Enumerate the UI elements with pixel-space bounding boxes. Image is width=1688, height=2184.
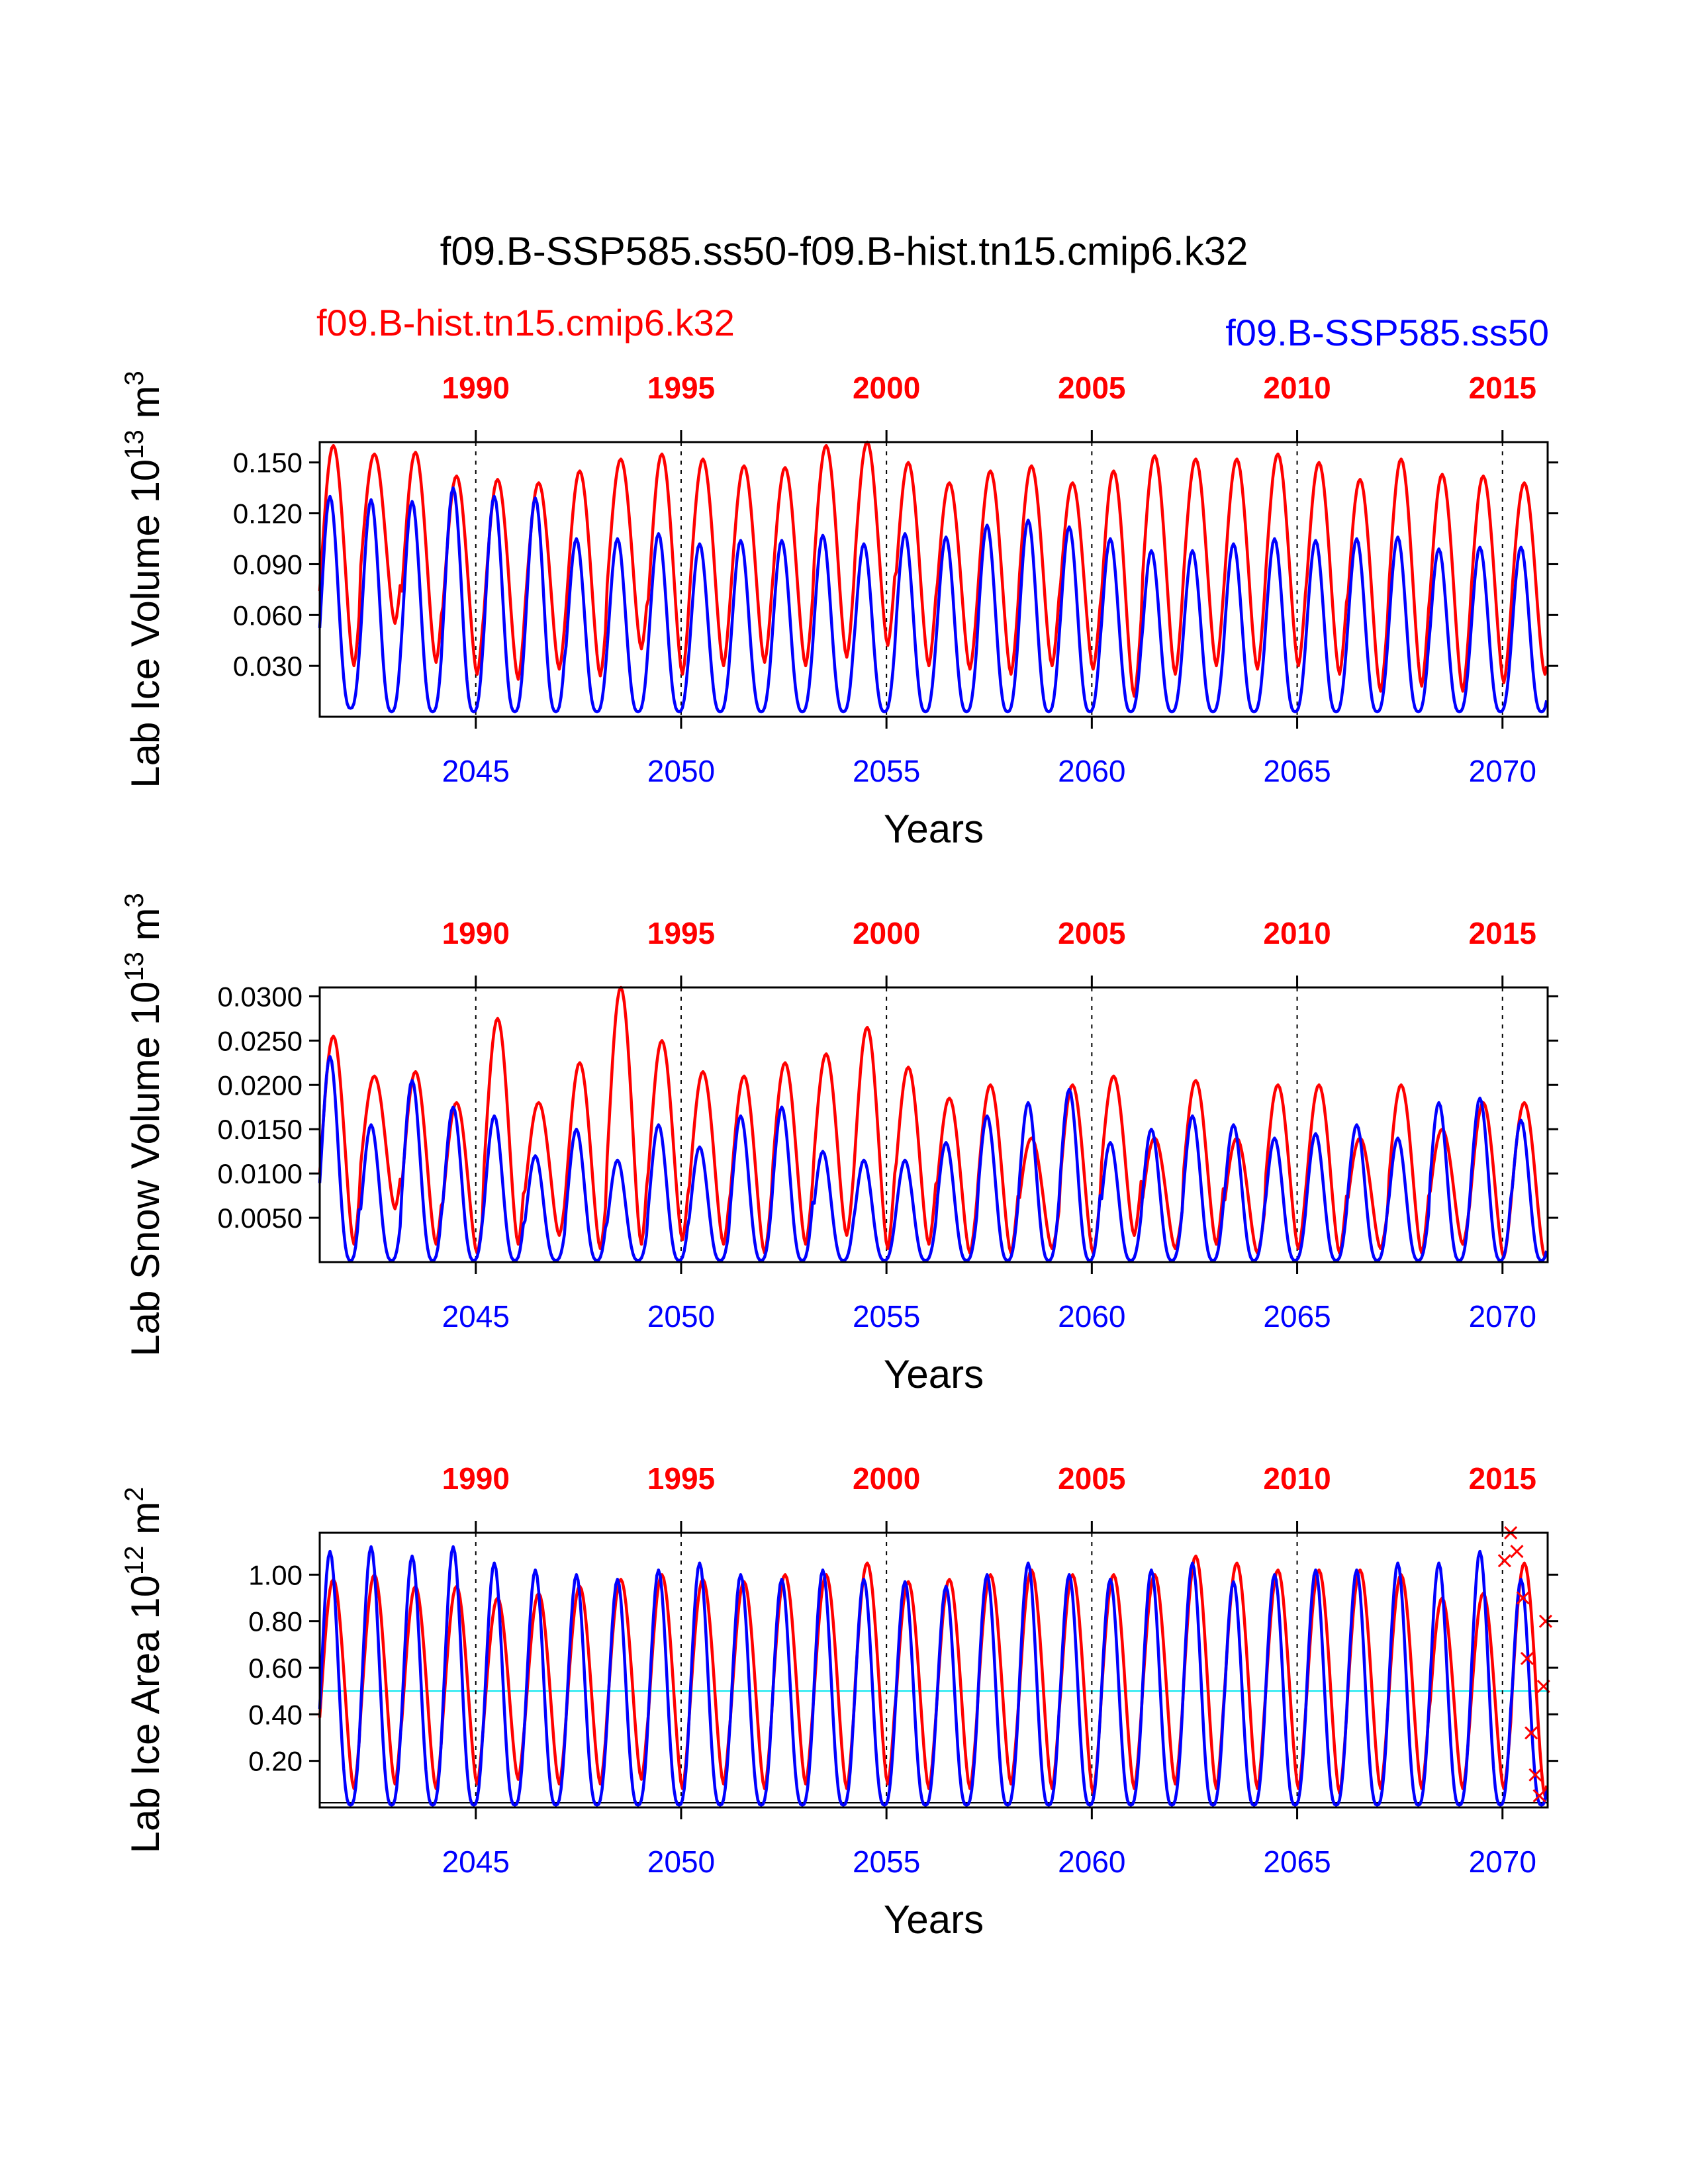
- x-tick-label-1-2: 2055: [853, 1299, 920, 1334]
- y-axis-label-0: Lab Ice Volume 1013 m3: [120, 371, 167, 788]
- x-top-tick-label-1-0: 1990: [442, 916, 510, 950]
- y-tick-label-0-3: 0.120: [233, 498, 303, 529]
- x-tick-label-2-1: 2050: [647, 1844, 715, 1879]
- scatter-point-2-2: [1510, 1545, 1524, 1559]
- y-axis-label-2: Lab Ice Area 1012 m2: [120, 1487, 167, 1854]
- x-tick-label-0-1: 2050: [647, 754, 715, 788]
- x-tick-label-1-3: 2060: [1058, 1299, 1125, 1334]
- y-tick-label-2-4: 1.00: [248, 1559, 303, 1590]
- x-top-tick-label-1-3: 2005: [1058, 916, 1125, 950]
- scatter-point-2-9: [1538, 1614, 1552, 1628]
- x-tick-label-2-0: 2045: [442, 1844, 510, 1879]
- series-line-1-1: [318, 1055, 1548, 1262]
- x-axis-label-2: Years: [884, 1897, 984, 1942]
- y-tick-label-0-4: 0.150: [233, 447, 303, 478]
- figure-title: f09.B-SSP585.ss50-f09.B-hist.tn15.cmip6.…: [440, 229, 1248, 273]
- y-tick-label-1-3: 0.0200: [218, 1069, 303, 1101]
- scatter-point-2-5: [1524, 1726, 1538, 1740]
- plot-frame-1: [318, 986, 1549, 1263]
- x-top-tick-label-1-4: 2010: [1263, 916, 1331, 950]
- series-line-2-1: [318, 1545, 1548, 1807]
- y-tick-label-1-0: 0.0050: [218, 1203, 303, 1234]
- x-tick-label-0-3: 2060: [1058, 754, 1125, 788]
- x-tick-label-0-2: 2055: [853, 754, 920, 788]
- x-tick-label-1-0: 2045: [442, 1299, 510, 1334]
- y-tick-label-2-1: 0.40: [248, 1699, 303, 1730]
- x-tick-label-2-2: 2055: [853, 1844, 920, 1879]
- y-tick-label-1-5: 0.0300: [218, 981, 303, 1012]
- legend-label-blue: f09.B-SSP585.ss50: [1225, 312, 1549, 353]
- y-tick-label-1-4: 0.0250: [218, 1025, 303, 1056]
- x-top-tick-label-1-1: 1995: [647, 916, 715, 950]
- x-top-tick-label-2-1: 1995: [647, 1461, 715, 1496]
- x-tick-label-0-0: 2045: [442, 754, 510, 788]
- x-axis-label-1: Years: [884, 1352, 984, 1396]
- x-top-tick-label-2-4: 2010: [1263, 1461, 1331, 1496]
- x-top-tick-label-1-2: 2000: [853, 916, 920, 950]
- y-axis-label-1: Lab Snow Volume 1013 m3: [120, 893, 167, 1356]
- x-top-tick-label-2-0: 1990: [442, 1461, 510, 1496]
- y-tick-label-2-2: 0.60: [248, 1653, 303, 1684]
- x-tick-label-2-5: 2070: [1469, 1844, 1536, 1879]
- x-tick-label-1-5: 2070: [1469, 1299, 1536, 1334]
- x-tick-label-0-5: 2070: [1469, 754, 1536, 788]
- x-top-tick-label-2-2: 2000: [853, 1461, 920, 1496]
- scatter-point-2-6: [1528, 1768, 1542, 1782]
- x-top-tick-label-0-1: 1995: [647, 371, 715, 405]
- x-tick-label-2-3: 2060: [1058, 1844, 1125, 1879]
- scatter-point-2-4: [1520, 1651, 1534, 1665]
- scatter-point-2-0: [1497, 1554, 1511, 1568]
- scatter-point-2-7: [1532, 1789, 1546, 1803]
- x-top-tick-label-1-5: 2015: [1469, 916, 1536, 950]
- plot-frame-2: [318, 1531, 1549, 1809]
- x-top-tick-label-0-2: 2000: [853, 371, 920, 405]
- plot-frame-0: [318, 441, 1549, 718]
- y-tick-label-0-0: 0.030: [233, 651, 303, 682]
- x-tick-label-1-1: 2050: [647, 1299, 715, 1334]
- series-line-0-1: [318, 486, 1548, 713]
- x-tick-label-0-4: 2065: [1263, 754, 1331, 788]
- y-tick-label-1-2: 0.0150: [218, 1114, 303, 1145]
- x-top-tick-label-2-5: 2015: [1469, 1461, 1536, 1496]
- x-tick-label-2-4: 2065: [1263, 1844, 1331, 1879]
- scatter-point-2-3: [1516, 1591, 1530, 1605]
- series-line-1-0: [318, 985, 1548, 1259]
- y-tick-label-0-1: 0.060: [233, 600, 303, 631]
- x-tick-label-1-4: 2065: [1263, 1299, 1331, 1334]
- legend-label-red: f09.B-hist.tn15.cmip6.k32: [316, 302, 735, 343]
- x-top-tick-label-2-3: 2005: [1058, 1461, 1125, 1496]
- y-tick-label-2-0: 0.20: [248, 1746, 303, 1777]
- x-top-tick-label-0-4: 2010: [1263, 371, 1331, 405]
- y-tick-label-1-1: 0.0100: [218, 1158, 303, 1189]
- x-top-tick-label-0-3: 2005: [1058, 371, 1125, 405]
- x-top-tick-label-0-5: 2015: [1469, 371, 1536, 405]
- x-axis-label-0: Years: [884, 807, 984, 851]
- x-top-tick-label-0-0: 1990: [442, 371, 510, 405]
- y-tick-label-2-3: 0.80: [248, 1606, 303, 1637]
- y-tick-label-0-2: 0.090: [233, 549, 303, 580]
